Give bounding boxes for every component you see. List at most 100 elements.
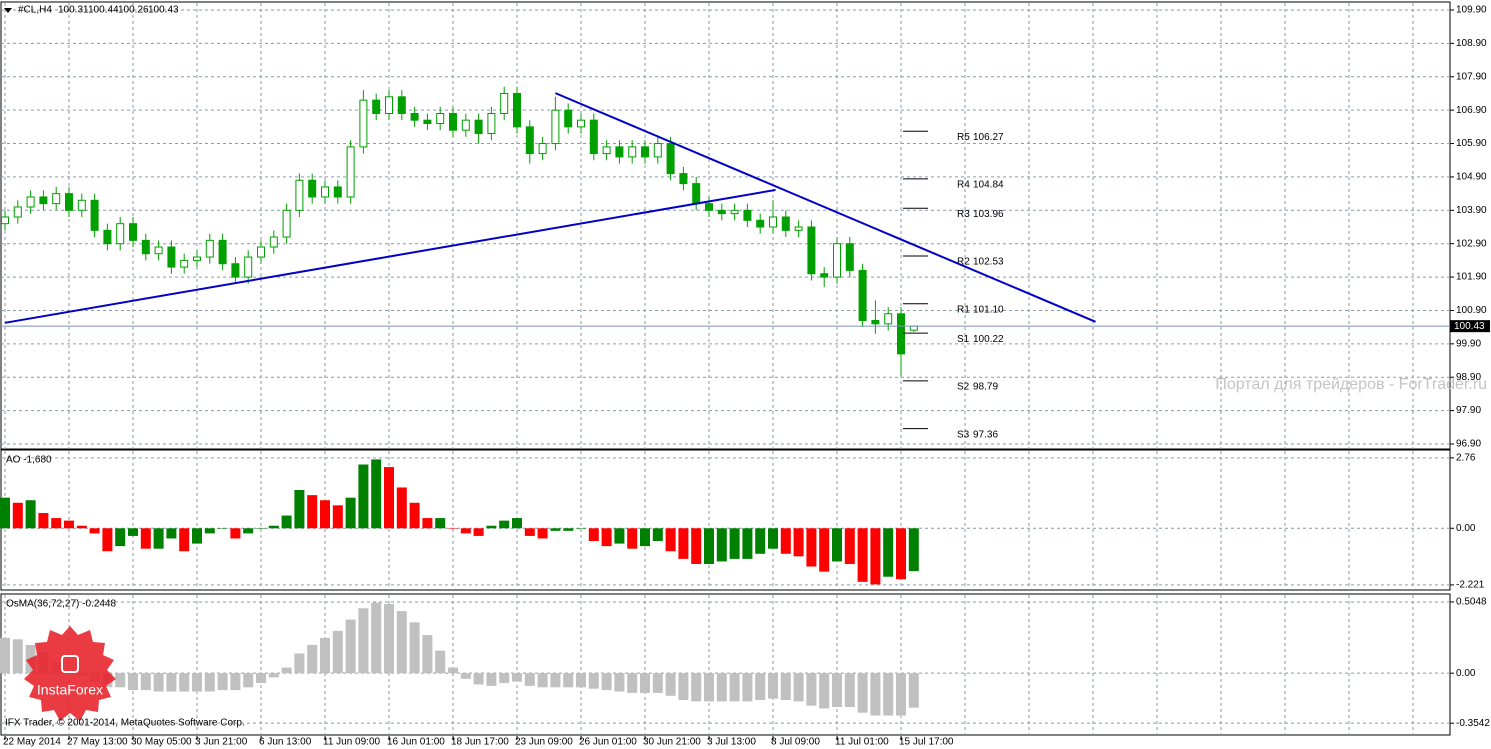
y-tick-label: 0.5048 xyxy=(1456,597,1487,608)
candle-body xyxy=(897,313,905,355)
x-tick-label: 23 Jun 09:00 xyxy=(515,737,573,748)
y-tick-label: 99.90 xyxy=(1456,338,1481,349)
histogram-bar xyxy=(614,673,625,692)
histogram-bar xyxy=(102,528,113,552)
histogram-bar xyxy=(115,528,126,547)
candle-body xyxy=(858,269,867,321)
histogram-bar xyxy=(358,608,369,674)
x-tick-label: 15 Jul 17:00 xyxy=(899,737,954,748)
histogram-bar xyxy=(51,518,62,529)
histogram-bar xyxy=(806,528,817,567)
candle-body xyxy=(397,96,406,114)
x-tick-label: 30 May 05:00 xyxy=(131,737,192,748)
pivot-value: 100.22 xyxy=(973,334,1004,345)
histogram-bar xyxy=(140,673,151,691)
candle-body xyxy=(90,199,99,231)
header-open: 100.31 xyxy=(58,5,89,16)
candle-body xyxy=(180,259,189,268)
histogram-bar xyxy=(243,528,254,534)
y-tick-label: 96.90 xyxy=(1456,439,1481,450)
histogram-bar xyxy=(704,528,714,564)
histogram-bar xyxy=(384,467,394,529)
candle-body xyxy=(769,216,777,228)
candle-body xyxy=(628,146,637,158)
histogram-bar xyxy=(422,635,433,674)
candle-body xyxy=(141,239,150,255)
y-tick-label: 109.90 xyxy=(1456,5,1487,16)
histogram-bar xyxy=(140,528,151,549)
histogram-bar xyxy=(768,528,778,549)
histogram-bar xyxy=(819,673,830,709)
y-tick-label: 101.90 xyxy=(1456,272,1487,283)
histogram-bar xyxy=(435,518,446,529)
histogram-bar xyxy=(819,528,830,572)
candle-body xyxy=(909,325,918,331)
chart-title: #CL,H4 xyxy=(18,5,52,16)
price-label: 100.43 xyxy=(1454,321,1485,332)
menu-arrow xyxy=(4,8,12,13)
candle-body xyxy=(666,143,675,175)
x-tick-label: 16 Jun 01:00 xyxy=(387,737,445,748)
candle-body xyxy=(884,313,893,325)
x-tick-label: 26 Jun 01:00 xyxy=(579,737,637,748)
histogram-bar xyxy=(627,528,638,549)
candle-body xyxy=(295,179,304,211)
pivot-value: 104.84 xyxy=(973,180,1004,191)
candle-body xyxy=(346,146,355,198)
candle-body xyxy=(244,256,253,278)
histogram-bar xyxy=(678,528,689,559)
candle-body xyxy=(333,186,342,198)
histogram-bar xyxy=(896,528,906,580)
histogram-bar xyxy=(396,611,407,674)
candle-body xyxy=(602,146,611,155)
trendline xyxy=(555,92,1096,323)
histogram-bar xyxy=(473,528,484,536)
y-tick-label: 97.90 xyxy=(1456,405,1481,416)
histogram-bar xyxy=(563,528,574,531)
histogram-bar xyxy=(268,525,279,529)
pivot-name: R4 xyxy=(957,180,970,191)
histogram-bar xyxy=(601,673,612,691)
histogram-bar xyxy=(307,644,318,674)
histogram-bar xyxy=(332,630,343,674)
x-tick-label: 22 May 2014 xyxy=(3,737,61,748)
pivot-value: 103.96 xyxy=(973,209,1004,220)
histogram-bar xyxy=(793,673,804,702)
candle-body xyxy=(692,183,701,205)
y-tick-label: 108.90 xyxy=(1456,38,1487,49)
candle-body xyxy=(269,236,278,248)
histogram-bar xyxy=(806,673,817,706)
histogram-bar xyxy=(832,528,842,562)
histogram-bar xyxy=(640,673,650,693)
candle-body xyxy=(77,199,86,211)
candle-body xyxy=(538,143,547,155)
histogram-bar xyxy=(166,528,177,539)
histogram-bar xyxy=(128,673,138,691)
candle-body xyxy=(615,146,624,158)
histogram-bar xyxy=(704,673,714,702)
histogram-bar xyxy=(870,528,881,585)
candle-body xyxy=(474,119,483,135)
histogram-bar xyxy=(332,505,343,529)
candle-body xyxy=(500,92,509,114)
candle-body xyxy=(129,223,137,241)
histogram-bar xyxy=(294,653,305,674)
histogram-bar xyxy=(256,528,266,529)
candle-body xyxy=(436,112,445,125)
histogram-bar xyxy=(217,673,228,691)
histogram-bar xyxy=(422,518,433,529)
histogram-bar xyxy=(576,528,586,529)
histogram-bar xyxy=(537,673,548,688)
histogram-bar xyxy=(320,500,330,529)
histogram-bar xyxy=(409,622,420,674)
histogram-bar xyxy=(396,487,407,529)
histogram-bar xyxy=(844,673,855,708)
histogram-bar xyxy=(870,673,881,716)
histogram-bar xyxy=(563,673,574,688)
histogram-bar xyxy=(179,673,190,692)
histogram-bar xyxy=(691,528,702,564)
histogram-bar xyxy=(179,528,190,552)
candle-body xyxy=(679,173,688,185)
candle-body xyxy=(833,243,841,278)
